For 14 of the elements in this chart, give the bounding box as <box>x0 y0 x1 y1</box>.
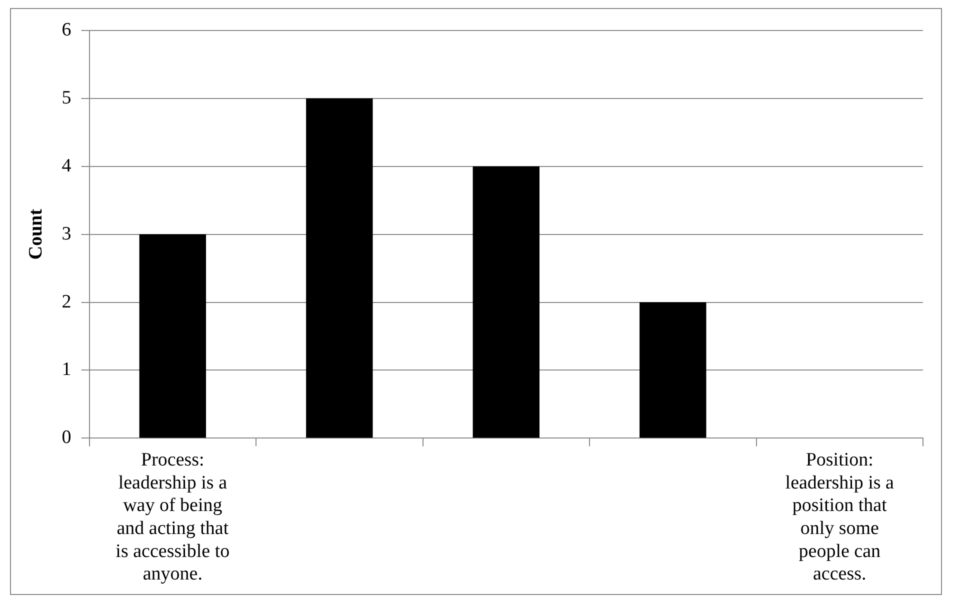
bar <box>139 234 206 438</box>
y-tick-label: 5 <box>62 87 72 108</box>
bar <box>640 302 706 438</box>
y-tick-label: 0 <box>62 427 72 448</box>
x-tick-label: Position: leadership is a position that only some people can access. <box>785 450 895 585</box>
y-tick-label: 6 <box>62 19 72 40</box>
y-tick-label: 2 <box>62 291 72 312</box>
y-tick-label: 1 <box>62 359 72 380</box>
y-tick-label: 4 <box>62 155 72 176</box>
bar <box>472 166 540 438</box>
y-tick-label: 3 <box>62 223 72 244</box>
y-axis-title: Count <box>25 208 46 260</box>
bar <box>306 98 373 438</box>
x-tick-label: Process: leadership is a way of being and acting that is accessible to anyone. <box>116 450 230 585</box>
